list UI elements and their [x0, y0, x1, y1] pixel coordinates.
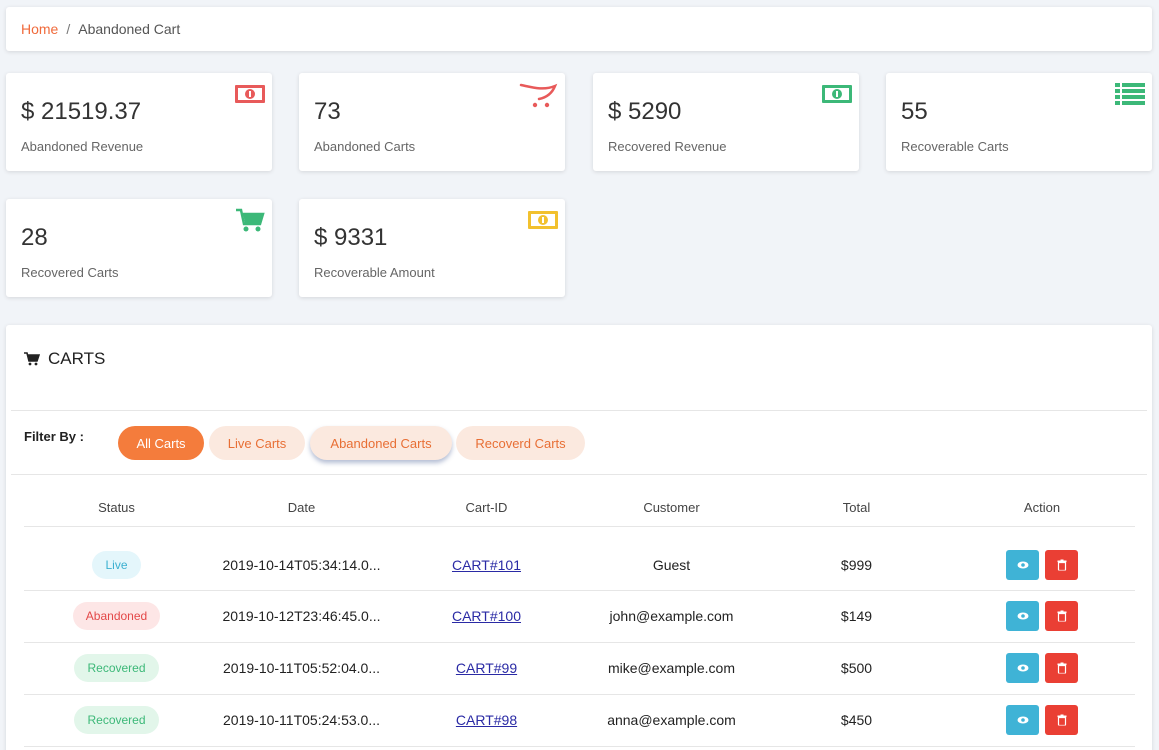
panel-title-text: CARTS	[48, 349, 106, 368]
table-row: Live 2019-10-14T05:34:14.0... CART#101 G…	[24, 526, 1135, 591]
stat-abandoned-carts: 73 Abandoned Carts	[299, 73, 565, 171]
delete-button[interactable]	[1045, 705, 1078, 735]
status-badge: Abandoned	[72, 602, 161, 630]
view-button[interactable]	[1006, 705, 1039, 735]
table-row: Abandoned 2019-10-12T23:46:45.0... CART#…	[24, 590, 1135, 643]
stat-value: $ 5290	[608, 98, 682, 125]
cart-id-link[interactable]: CART#100	[451, 608, 521, 624]
row-actions	[949, 694, 1135, 747]
trash-icon	[1057, 714, 1066, 726]
cart-id-link[interactable]: CART#99	[455, 660, 518, 676]
cart-customer: Guest	[579, 526, 764, 591]
stat-label: Recoverable Carts	[901, 139, 1009, 154]
column-header-total: Total	[764, 489, 949, 527]
column-header-status: Status	[24, 489, 209, 527]
filter-label: Filter By :	[24, 429, 84, 444]
cart-total: $149	[764, 590, 949, 643]
status-badge: Live	[92, 550, 141, 579]
filter-all-carts[interactable]: All Carts	[118, 426, 204, 460]
stat-label: Recovered Revenue	[608, 139, 727, 154]
money-icon	[822, 85, 852, 103]
cart-customer: mike@example.com	[579, 642, 764, 695]
row-actions	[949, 526, 1135, 591]
table-row: Recovered 2019-10-11T05:52:04.0... CART#…	[24, 642, 1135, 695]
row-actions	[949, 642, 1135, 695]
view-button[interactable]	[1006, 601, 1039, 631]
stat-abandoned-revenue: $ 21519.37 Abandoned Revenue	[6, 73, 272, 171]
status-badge: Recovered	[74, 706, 159, 734]
cart-date: 2019-10-12T23:46:45.0...	[209, 590, 394, 643]
table-row: Recovered 2019-10-11T05:24:53.0... CART#…	[24, 694, 1135, 747]
divider	[11, 410, 1147, 411]
view-button[interactable]	[1006, 653, 1039, 683]
cart-total: $450	[764, 694, 949, 747]
stat-label: Abandoned Revenue	[21, 139, 144, 154]
stat-label: Recovered Carts	[21, 265, 119, 280]
stat-label: Abandoned Carts	[314, 139, 416, 154]
delete-button[interactable]	[1045, 653, 1078, 683]
breadcrumb: Home / Abandoned Cart	[6, 7, 1152, 51]
panel-title: CARTS	[24, 349, 105, 369]
stat-label: Recoverable Amount	[314, 265, 435, 280]
stat-value: 28	[21, 224, 48, 251]
carts-panel: CARTS Filter By : All Carts Live Carts A…	[6, 325, 1152, 750]
column-header-customer: Customer	[579, 489, 764, 527]
column-header-cart-id: Cart-ID	[394, 489, 579, 527]
money-icon	[235, 85, 265, 103]
cart-icon	[24, 352, 40, 366]
stat-value: $ 21519.37	[21, 98, 142, 125]
cart-date: 2019-10-11T05:52:04.0...	[209, 642, 394, 695]
trash-icon	[1057, 559, 1066, 570]
view-button[interactable]	[1006, 549, 1039, 580]
cart-total: $999	[764, 526, 949, 591]
divider	[11, 474, 1147, 475]
cart-icon	[236, 208, 265, 232]
stat-value: $ 9331	[314, 224, 388, 251]
eye-icon	[1017, 561, 1028, 568]
cart-customer: john@example.com	[579, 590, 764, 643]
list-icon	[1115, 83, 1145, 105]
breadcrumb-home-link[interactable]: Home	[21, 21, 59, 37]
row-actions	[949, 590, 1135, 643]
status-badge: Recovered	[74, 654, 159, 682]
eye-icon	[1017, 716, 1028, 724]
stat-value: 55	[901, 98, 928, 125]
stat-recovered-revenue: $ 5290 Recovered Revenue	[593, 73, 859, 171]
trash-icon	[1057, 662, 1066, 674]
breadcrumb-separator: /	[66, 21, 71, 37]
column-header-action: Action	[949, 489, 1135, 527]
cart-total: $500	[764, 642, 949, 695]
breadcrumb-current: Abandoned Cart	[78, 21, 181, 37]
delete-button[interactable]	[1045, 601, 1078, 631]
cart-id-link[interactable]: CART#98	[455, 712, 518, 728]
filter-live-carts[interactable]: Live Carts	[209, 426, 305, 460]
delete-button[interactable]	[1045, 549, 1078, 580]
stat-value: 73	[314, 98, 341, 125]
cart-date: 2019-10-14T05:34:14.0...	[209, 526, 394, 591]
eye-icon	[1017, 612, 1028, 620]
stat-recovered-carts: 28 Recovered Carts	[6, 199, 272, 297]
filter-abandoned-carts[interactable]: Abandoned Carts	[310, 426, 452, 460]
column-header-date: Date	[209, 489, 394, 527]
trash-icon	[1057, 610, 1066, 622]
opencart-icon	[519, 83, 558, 108]
table-header-row: Status Date Cart-ID Customer Total Actio…	[24, 489, 1135, 527]
carts-table: Status Date Cart-ID Customer Total Actio…	[24, 489, 1135, 747]
filter-recovered-carts[interactable]: Recoverd Carts	[456, 426, 585, 460]
stat-recoverable-amount: $ 9331 Recoverable Amount	[299, 199, 565, 297]
cart-customer: anna@example.com	[579, 694, 764, 747]
money-icon	[528, 211, 558, 229]
cart-id-link[interactable]: CART#101	[451, 556, 521, 573]
eye-icon	[1017, 664, 1028, 672]
cart-date: 2019-10-11T05:24:53.0...	[209, 694, 394, 747]
stat-recoverable-carts: 55 Recoverable Carts	[886, 73, 1152, 171]
